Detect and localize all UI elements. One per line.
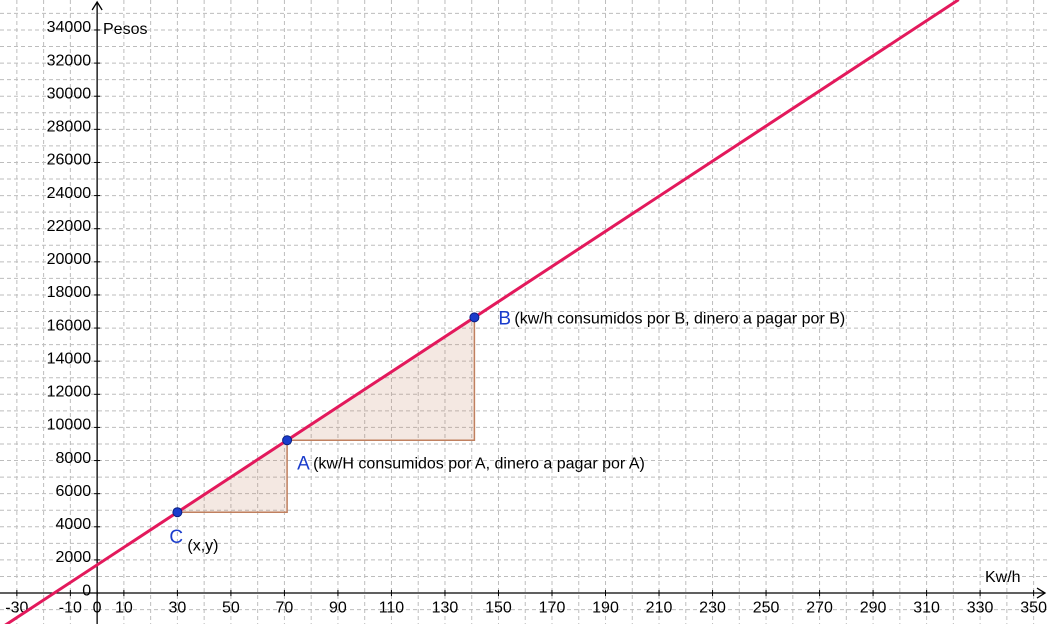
x-tick-label: 330 [967, 599, 994, 616]
x-axis-arrow [1036, 587, 1047, 599]
y-tick-label: 32000 [47, 52, 92, 69]
point-name: B [498, 308, 511, 329]
x-tick-label: 10 [115, 599, 133, 616]
y-tick-label: 6000 [56, 483, 92, 500]
x-tick-label: 110 [379, 599, 405, 616]
y-tick-label: 14000 [47, 350, 92, 367]
point-annotation: (x,y) [187, 537, 218, 554]
x-tick-label: 210 [646, 599, 673, 616]
x-tick-label: 130 [432, 599, 459, 616]
y-tick-label: 8000 [56, 450, 92, 467]
x-tick-label: 290 [860, 599, 887, 616]
y-tick-label: 24000 [47, 185, 92, 202]
x-tick-label: 50 [222, 599, 240, 616]
x-tick-label: 0 [93, 599, 102, 616]
x-tick-label: 190 [592, 599, 619, 616]
points: C (x,y) A (kw/H consumidos por A, dinero a … [169, 308, 845, 554]
x-tick-label: 230 [699, 599, 726, 616]
y-axis-arrow [91, 0, 103, 11]
point-name: C [169, 527, 183, 548]
y-axis-label: Pesos [103, 21, 147, 38]
y-tick-label: 16000 [47, 317, 92, 334]
y-tick-label: 0 [82, 582, 91, 599]
y-tick-label: 28000 [47, 119, 92, 136]
x-tick-label: 70 [276, 599, 294, 616]
point-annotation: (kw/H consumidos por A, dinero a pagar p… [313, 455, 645, 472]
x-tick-label: -10 [59, 599, 82, 616]
x-tick-label: 170 [539, 599, 566, 616]
y-tick-label: 22000 [47, 218, 92, 235]
x-tick-label: 350 [1020, 599, 1047, 616]
x-tick-label: 150 [485, 599, 512, 616]
y-tick-label: 2000 [56, 549, 92, 566]
y-tick-label: 12000 [47, 384, 92, 401]
y-tick-label: 30000 [47, 85, 92, 102]
point-annotation: (kw/h consumidos por B, dinero a pagar p… [514, 311, 845, 328]
y-tick-label: 18000 [47, 284, 92, 301]
x-tick-label: 310 [913, 599, 940, 616]
y-tick-label: 4000 [56, 516, 92, 533]
y-tick-label: 20000 [47, 251, 92, 268]
y-tick-label: 10000 [47, 417, 92, 434]
x-tick-label: 90 [329, 599, 347, 616]
y-tick-label: 34000 [47, 19, 92, 36]
x-tick-label: 270 [806, 599, 833, 616]
y-tick-label: 26000 [47, 152, 92, 169]
point [469, 312, 480, 323]
point-name: A [297, 453, 310, 474]
x-axis-label: Kw/h [985, 569, 1021, 586]
x-tick-label: 30 [169, 599, 187, 616]
point [172, 507, 183, 518]
x-tick-label: 250 [753, 599, 780, 616]
lines [4, 0, 960, 624]
function-line [4, 0, 960, 624]
point [282, 435, 293, 446]
